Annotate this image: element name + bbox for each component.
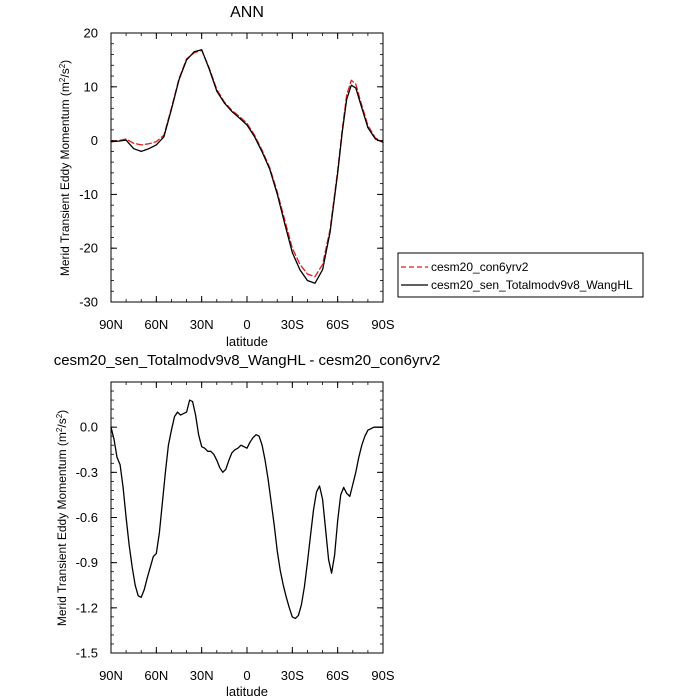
bottom-y-axis-label: Merid Transient Eddy Momentum (m2/s2) (55, 410, 70, 626)
y-tick-label: 0.0 (80, 420, 98, 435)
series-line-2 (110, 49, 384, 284)
y-tick-label: -0.3 (76, 465, 98, 480)
x-tick-label: 90N (99, 317, 123, 332)
top-panel-title: ANN (230, 4, 264, 21)
x-tick-label: 30N (190, 317, 214, 332)
bottom-plot-frame (110, 381, 384, 654)
bottom-series-group (110, 399, 384, 620)
x-tick-label: 60S (326, 668, 349, 683)
bottom-x-axis-label: latitude (226, 684, 268, 699)
x-tick-label: 60S (326, 317, 349, 332)
x-tick-label: 90N (99, 668, 123, 683)
y-tick-label: -1.5 (76, 646, 98, 661)
top-x-axis-label: latitude (226, 334, 268, 349)
x-tick-label: 30S (281, 668, 304, 683)
bottom-panel: cesm20_sen_Totalmodv9v8_WangHL - cesm20_… (54, 352, 441, 699)
bottom-y-ticks: 0.0 -0.3 -0.6 -0.9 -1.2 -1.5 (76, 381, 383, 661)
series-line-1 (110, 49, 384, 278)
x-tick-label: 90S (371, 668, 394, 683)
top-x-ticks: 90N 60N 30N 0 30S 60S 90S (99, 33, 395, 332)
y-tick-label: 10 (84, 79, 98, 94)
top-panel: ANN 20 10 0 -10 -20 -30 90N 60N 30N 0 30S 60S 90S l… (58, 4, 644, 349)
top-y-axis-label: Merid Transient Eddy Momentum (m2/s2) (58, 60, 73, 276)
x-tick-label: 0 (243, 317, 250, 332)
y-tick-label: -10 (79, 187, 98, 202)
legend-label-series-1: cesm20_con6yrv2 (431, 260, 529, 274)
y-tick-label: -20 (79, 241, 98, 256)
x-tick-label: 60N (144, 668, 168, 683)
legend-box (397, 252, 644, 298)
y-tick-label: 20 (84, 26, 98, 41)
x-tick-label: 90S (371, 317, 394, 332)
y-tick-label: -0.6 (76, 510, 98, 525)
legend-label-series-2: cesm20_sen_Totalmodv9v8_WangHL (431, 278, 633, 292)
legend: cesm20_con6yrv2 cesm20_sen_Totalmodv9v8_… (397, 252, 644, 298)
x-tick-label: 30N (190, 668, 214, 683)
top-plot-frame (110, 32, 384, 303)
y-tick-label: -0.9 (76, 555, 98, 570)
y-tick-label: -30 (79, 295, 98, 310)
x-tick-label: 60N (144, 317, 168, 332)
y-tick-label: -1.2 (76, 600, 98, 615)
x-tick-label: 0 (243, 668, 250, 683)
bottom-panel-title: cesm20_sen_Totalmodv9v8_WangHL - cesm20_… (54, 352, 441, 369)
top-series-group (110, 49, 384, 284)
x-tick-label: 30S (281, 317, 304, 332)
series-line-1 (110, 399, 384, 620)
bottom-x-ticks: 90N 60N 30N 0 30S 60S 90S (99, 382, 395, 683)
y-tick-label: 0 (91, 133, 98, 148)
